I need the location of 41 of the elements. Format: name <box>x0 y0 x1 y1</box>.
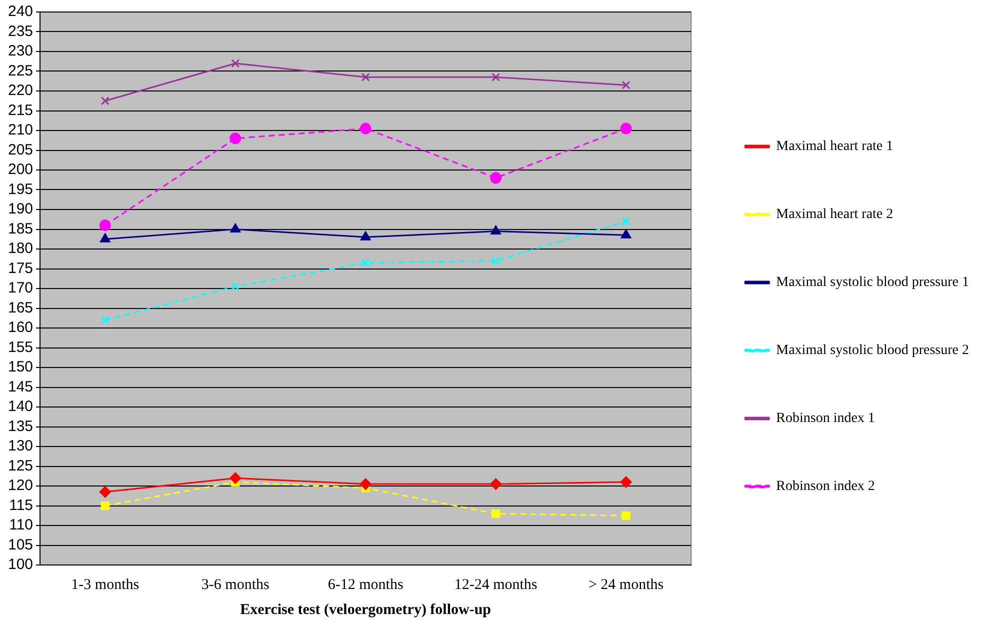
y-tick-label: 230 <box>8 42 34 60</box>
y-tick-label: 165 <box>8 299 34 316</box>
y-tick-label: 125 <box>8 457 34 474</box>
y-tick-label: 155 <box>8 338 34 356</box>
x-axis-title: Exercise test (veloergometry) follow-up <box>240 602 492 618</box>
y-tick-label: 120 <box>8 477 34 494</box>
y-tick-label: 180 <box>8 240 34 258</box>
y-tick-label: 210 <box>8 122 34 139</box>
y-tick-label: 115 <box>9 496 34 514</box>
x-tick-label: > 24 months <box>588 576 664 593</box>
legend-label: Maximal systolic blood pressure 1 <box>776 275 970 290</box>
y-tick-label: 185 <box>8 220 34 238</box>
y-tick-label: 190 <box>8 200 34 218</box>
y-tick-label: 215 <box>8 102 34 119</box>
x-tick-label: 12-24 months <box>454 576 538 593</box>
y-tick-label: 130 <box>8 438 34 455</box>
y-tick-label: 135 <box>8 418 34 435</box>
y-tick-label: 225 <box>8 62 34 80</box>
y-tick-label: 160 <box>8 319 34 336</box>
y-tick-label: 140 <box>8 398 34 416</box>
y-tick-label: 220 <box>8 82 34 100</box>
legend-label: Maximal systolic blood pressure 2 <box>776 343 970 358</box>
y-tick-label: 100 <box>8 556 34 574</box>
legend-label: Maximal heart rate 1 <box>776 139 894 154</box>
legend-label: Robinson index 1 <box>776 411 875 426</box>
y-tick-label: 175 <box>8 260 34 277</box>
legend-label: Maximal heart rate 2 <box>776 207 894 222</box>
y-tick-label: 200 <box>8 161 34 178</box>
y-tick-label: 205 <box>8 141 34 158</box>
y-tick-label: 235 <box>8 22 34 40</box>
y-tick-label: 240 <box>8 3 34 20</box>
y-tick-label: 150 <box>8 358 34 376</box>
legend-label: Robinson index 2 <box>776 479 875 494</box>
x-tick-label: 6-12 months <box>328 576 404 593</box>
y-tick-label: 170 <box>8 280 34 297</box>
x-tick-label: 3-6 months <box>201 576 270 593</box>
y-tick-label: 195 <box>8 180 34 198</box>
y-tick-label: 110 <box>9 516 34 534</box>
y-tick-label: 145 <box>8 378 34 396</box>
x-tick-label: 1-3 months <box>71 576 140 593</box>
y-tick-label: 105 <box>8 536 34 554</box>
